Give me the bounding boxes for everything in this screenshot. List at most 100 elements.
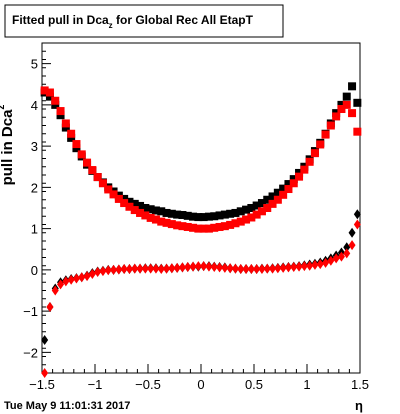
data-point <box>342 92 351 101</box>
data-point <box>353 127 362 136</box>
data-point <box>220 210 229 219</box>
data-point <box>342 100 351 109</box>
data-point <box>210 212 219 221</box>
data-point <box>167 209 176 218</box>
data-point <box>178 211 187 220</box>
data-point <box>99 266 107 277</box>
data-point <box>279 262 287 273</box>
data-point <box>263 195 272 204</box>
data-point <box>200 261 208 272</box>
data-point <box>72 273 80 284</box>
data-point <box>120 199 129 208</box>
data-point <box>231 263 239 274</box>
data-point <box>93 173 102 182</box>
data-point <box>257 207 266 216</box>
data-point <box>125 264 133 275</box>
data-point <box>141 204 150 212</box>
data-point <box>210 223 219 232</box>
data-point <box>332 253 340 264</box>
data-point <box>98 179 107 188</box>
data-point <box>337 251 345 262</box>
data-point <box>290 261 298 272</box>
data-point <box>252 201 261 210</box>
data-point <box>205 261 213 272</box>
data-point <box>300 165 309 174</box>
data-point <box>77 150 86 159</box>
data-point <box>67 133 76 142</box>
data-point <box>88 166 97 175</box>
data-point <box>199 213 208 222</box>
data-point <box>237 264 245 275</box>
data-point <box>136 208 145 217</box>
data-point <box>289 179 298 188</box>
data-point <box>51 96 60 105</box>
data-point <box>216 262 224 273</box>
data-point <box>78 272 86 283</box>
data-point <box>163 263 171 274</box>
data-point <box>204 212 213 221</box>
data-point <box>56 111 65 120</box>
series-3 <box>41 219 361 378</box>
data-point <box>268 199 277 208</box>
data-point <box>162 208 171 217</box>
data-point <box>263 204 272 212</box>
data-point <box>215 211 224 220</box>
data-point <box>83 271 91 282</box>
data-point <box>316 140 325 149</box>
y-tick-label: −2 <box>23 345 38 360</box>
data-point <box>306 260 314 271</box>
data-point <box>274 263 282 274</box>
data-point <box>131 263 139 274</box>
x-tick-label: 0.5 <box>245 377 263 392</box>
data-point <box>130 206 139 215</box>
data-point <box>221 262 229 273</box>
data-point <box>168 263 176 274</box>
data-point <box>94 266 102 277</box>
data-point <box>178 222 187 231</box>
data-point <box>45 88 54 97</box>
data-point <box>51 285 59 296</box>
data-point <box>147 263 155 274</box>
data-point <box>183 211 192 220</box>
data-point <box>311 259 319 270</box>
data-point <box>247 204 256 212</box>
data-point <box>125 202 134 211</box>
data-point <box>72 144 81 153</box>
data-point <box>189 223 198 232</box>
plot-frame <box>41 42 361 374</box>
data-point <box>141 263 149 274</box>
data-point <box>353 219 361 230</box>
data-point <box>151 206 160 215</box>
data-point <box>62 276 70 287</box>
data-point <box>353 209 361 220</box>
data-point <box>332 112 341 121</box>
data-point <box>204 224 213 233</box>
data-point <box>115 264 123 275</box>
data-point <box>167 220 176 229</box>
data-point <box>83 158 92 167</box>
data-point <box>151 215 160 224</box>
data-point <box>337 100 346 109</box>
data-point <box>130 199 139 208</box>
y-tick-labels: −2 −1 0 1 2 3 4 5 <box>23 57 38 361</box>
data-point <box>210 261 218 272</box>
y-tick-label: 5 <box>31 57 38 72</box>
data-point <box>257 199 266 208</box>
data-point <box>61 123 70 132</box>
data-points <box>40 82 362 378</box>
data-point <box>136 201 145 210</box>
data-point <box>273 188 282 197</box>
x-tick-label: 1.5 <box>351 377 369 392</box>
axis-ticks <box>41 42 361 374</box>
data-point <box>348 82 357 91</box>
data-point <box>104 265 112 276</box>
data-point <box>226 220 235 229</box>
data-point <box>51 100 60 109</box>
x-axis-title: η <box>355 398 363 413</box>
y-tick-label: 4 <box>31 98 38 113</box>
data-point <box>247 264 255 275</box>
data-point <box>109 190 118 199</box>
data-point <box>269 263 277 274</box>
x-tick-label: −1.5 <box>29 377 55 392</box>
